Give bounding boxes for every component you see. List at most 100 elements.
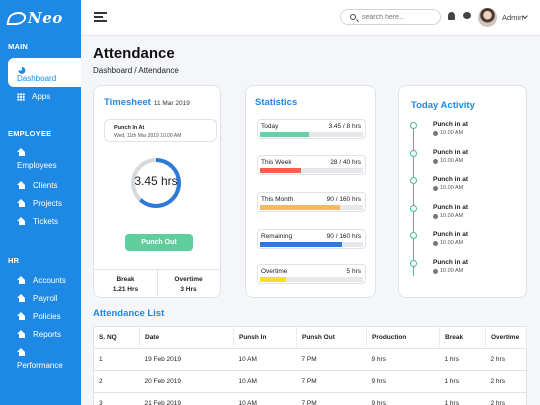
- table-cell: 3: [93, 392, 140, 405]
- stat-overtime: Overtime 5 hrs: [257, 264, 366, 284]
- punch-out-button[interactable]: Punch Out: [125, 234, 193, 251]
- stat-remaining: Remaining 90 / 160 hrs: [257, 229, 366, 249]
- home-icon: [17, 148, 26, 157]
- column-header[interactable]: Production: [366, 326, 440, 349]
- logo[interactable]: Neo: [6, 9, 63, 27]
- table-row[interactable]: 3 21 Feb 2019 10 AM 7 PM 9 hrs 1 hrs 2 h…: [93, 392, 527, 405]
- hours-progress-ring: [131, 158, 181, 208]
- bell-icon[interactable]: [448, 12, 455, 20]
- menu-toggle-icon[interactable]: [94, 12, 107, 22]
- timeline-dot: [410, 232, 417, 239]
- table-cell: 2 hrs: [485, 348, 527, 371]
- table-cell: 1: [93, 348, 140, 371]
- overtime-label: Overtime: [174, 276, 203, 283]
- timeline-dot: [410, 122, 417, 129]
- column-header[interactable]: Punsh In: [233, 326, 297, 349]
- dashboard-icon: ◕: [17, 62, 27, 79]
- column-header[interactable]: Overtime: [485, 326, 527, 349]
- table-cell: 21 Feb 2019: [139, 392, 234, 405]
- table-row[interactable]: 1 19 Feb 2019 10 AM 7 PM 9 hrs 1 hrs 2 h…: [93, 348, 527, 371]
- search-icon: [350, 14, 356, 20]
- column-header[interactable]: S. NQ: [93, 326, 140, 349]
- sidebar-item-payroll[interactable]: Payroll: [17, 294, 98, 303]
- sidebar-item-label: Apps: [32, 92, 51, 101]
- sidebar-item-projects[interactable]: Projects: [17, 199, 98, 208]
- sidebar-item-employees[interactable]: Employees: [17, 148, 98, 170]
- sidebar-item-label: Reports: [33, 330, 62, 339]
- activity-time: 10.00 AM: [433, 130, 463, 136]
- column-header[interactable]: Punsh Out: [296, 326, 367, 349]
- column-header[interactable]: Break: [439, 326, 486, 349]
- sidebar: Neo MAIN ◕ Dashboard Apps EMPLOYEE Emplo…: [0, 0, 81, 405]
- activity-title-text: Punch in at: [433, 259, 469, 266]
- chat-icon[interactable]: [463, 12, 471, 19]
- breadcrumb: Dashboard / Attendance: [93, 66, 179, 75]
- page-title: Attendance: [93, 45, 175, 62]
- home-icon: [17, 181, 26, 190]
- timeline-dot: [410, 177, 417, 184]
- search-box[interactable]: [340, 9, 441, 25]
- table-row[interactable]: 2 20 Feb 2019 10 AM 7 PM 9 hrs 1 hrs 2 h…: [93, 370, 527, 393]
- punch-in-label: Punch In At: [114, 125, 145, 131]
- home-icon: [17, 294, 26, 303]
- sidebar-item-reports[interactable]: Reports: [17, 330, 98, 339]
- activity-time: 10.00 AM: [433, 213, 463, 219]
- table-cell: 7 PM: [296, 370, 367, 393]
- activity-item: Punch in at 10.00 AM: [399, 231, 519, 255]
- sidebar-item-policies[interactable]: Policies: [17, 312, 98, 321]
- table-cell: 7 PM: [296, 348, 367, 371]
- attendance-table: S. NQ Date Punsh In Punsh Out Production…: [93, 326, 527, 405]
- activity-item: Punch in at 10.00 AM: [399, 176, 519, 200]
- home-icon: [17, 217, 26, 226]
- sidebar-item-dashboard[interactable]: ◕ Dashboard: [8, 58, 81, 87]
- stat-progress-bar: [260, 277, 286, 282]
- break-value: 1.21 Hrs: [112, 286, 139, 293]
- sidebar-item-tickets[interactable]: Tickets: [17, 217, 98, 226]
- table-cell: 1 hrs: [439, 348, 486, 371]
- grid-icon: [17, 92, 25, 101]
- statistics-title: Statistics: [255, 97, 298, 108]
- sidebar-item-label: Performance: [17, 361, 63, 370]
- home-icon: [17, 199, 26, 208]
- stat-label: This Week: [261, 159, 292, 166]
- table-cell: 10 AM: [233, 370, 297, 393]
- stat-label: Today: [261, 123, 279, 130]
- table-cell: 1 hrs: [439, 392, 486, 405]
- activity-time: 10.00 AM: [433, 268, 463, 274]
- column-header[interactable]: Date: [139, 326, 234, 349]
- top-header: Admin: [81, 0, 540, 36]
- sidebar-item-label: Employees: [17, 161, 57, 170]
- table-cell: 2 hrs: [485, 392, 527, 405]
- punch-in-time: Wed, 11th Mar 2019 10.00 AM: [114, 133, 182, 139]
- section-title-hr: HR: [8, 256, 20, 265]
- today-activity-card: Today Activity Punch in at 10.00 AM Punc…: [398, 85, 527, 298]
- timeline-dot: [410, 260, 417, 267]
- clock-icon: [433, 268, 438, 274]
- activity-title: Today Activity: [411, 100, 475, 111]
- home-icon: [17, 312, 26, 321]
- user-name[interactable]: Admin: [502, 13, 524, 22]
- activity-item: Punch in at 10.00 AM: [399, 259, 519, 283]
- sidebar-item-label: Tickets: [33, 217, 59, 226]
- activity-item: Punch in at 10.00 AM: [399, 149, 519, 173]
- sidebar-item-label: Policies: [33, 312, 61, 321]
- activity-title-text: Punch in at: [433, 204, 469, 211]
- timesheet-title: Timesheet 11 Mar 2019: [104, 97, 190, 108]
- search-input[interactable]: [362, 12, 438, 23]
- stat-value: 5 hrs: [346, 268, 361, 275]
- sidebar-item-label: Projects: [33, 199, 62, 208]
- activity-title-text: Punch in at: [433, 149, 469, 156]
- sidebar-item-clients[interactable]: Clients: [17, 181, 98, 190]
- sidebar-item-accounts[interactable]: Accounts: [17, 276, 98, 285]
- stat-progress-bar: [260, 132, 310, 137]
- sidebar-item-label: Dashboard: [17, 74, 57, 83]
- avatar[interactable]: [478, 8, 497, 27]
- table-cell: 10 AM: [233, 348, 297, 371]
- table-cell: 2 hrs: [485, 370, 527, 393]
- activity-title-text: Punch in at: [433, 121, 469, 128]
- break-label: Break: [116, 276, 135, 283]
- table-header-row: S. NQ Date Punsh In Punsh Out Production…: [93, 326, 527, 349]
- sidebar-item-performance[interactable]: Performance: [17, 348, 98, 370]
- sidebar-item-apps[interactable]: Apps: [17, 92, 98, 101]
- timesheet-footer: Break 1.21 Hrs Overtime 3 Hrs: [94, 269, 220, 298]
